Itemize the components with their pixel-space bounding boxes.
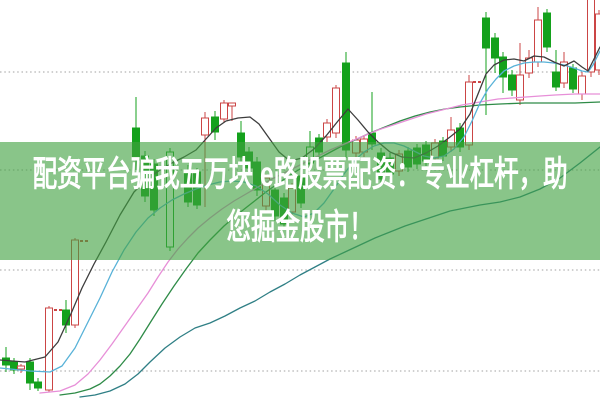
candle [508,74,516,91]
candle [2,357,10,366]
candle [552,71,560,88]
candle [332,87,340,134]
candle [516,74,524,101]
promo-banner-line-2: 您掘金股市！ [226,208,374,247]
candle [543,12,551,48]
candle [499,56,507,78]
candle [595,13,600,71]
candle [17,365,25,370]
candle [62,309,70,326]
promo-banner: 配资平台骗我五万块 e路股票配资：专业杠杆，助 您掘金股市！ [0,142,600,260]
candle [220,102,228,120]
candle [578,75,586,95]
candle [228,102,236,107]
candle [465,81,473,146]
candle [569,67,577,90]
candle [482,17,490,49]
candle [34,381,42,389]
promo-banner-line-1: 配资平台骗我五万块 e路股票配资：专业杠杆，助 [32,155,568,194]
candle [491,37,499,59]
candle [211,116,219,133]
candle [201,117,209,136]
candle [560,61,568,84]
candle [342,62,350,151]
candle [587,0,595,73]
candle [26,361,34,384]
